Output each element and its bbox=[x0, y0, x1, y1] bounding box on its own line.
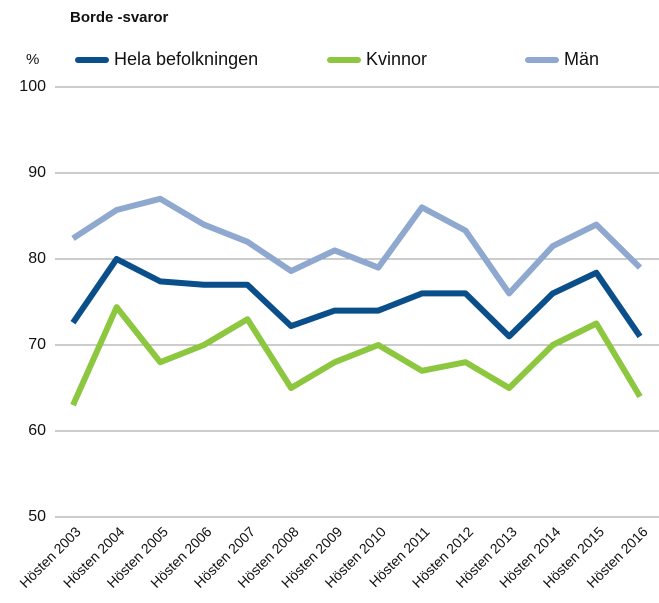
series-line bbox=[70, 256, 643, 340]
series-line bbox=[70, 304, 643, 407]
series-line bbox=[71, 195, 643, 297]
legend-label: Hela befolkningen bbox=[114, 49, 258, 69]
y-tick-label: 70 bbox=[28, 336, 46, 353]
legend-label: Kvinnor bbox=[366, 49, 427, 69]
y-tick-label: 50 bbox=[28, 508, 46, 525]
y-tick-label: 90 bbox=[28, 164, 46, 181]
chart-title: Borde -svaror bbox=[70, 9, 169, 26]
y-tick-label: 60 bbox=[28, 422, 46, 439]
y-axis-label: % bbox=[26, 51, 39, 68]
y-tick-label: 80 bbox=[28, 250, 46, 267]
y-tick-label: 100 bbox=[19, 78, 46, 95]
legend-label: Män bbox=[564, 49, 599, 69]
